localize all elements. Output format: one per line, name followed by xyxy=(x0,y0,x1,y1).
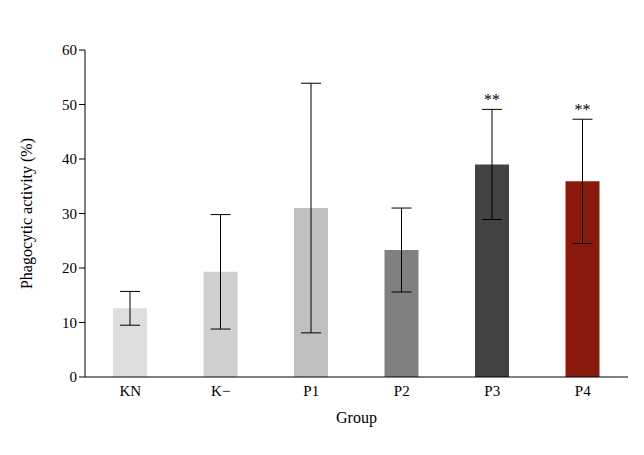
svg-text:60: 60 xyxy=(62,42,77,58)
svg-text:**: ** xyxy=(484,91,500,108)
svg-text:Phagocytic activity (%): Phagocytic activity (%) xyxy=(18,138,36,289)
svg-text:KN: KN xyxy=(119,383,141,399)
svg-text:30: 30 xyxy=(62,206,77,222)
svg-text:P4: P4 xyxy=(575,383,591,399)
svg-text:P3: P3 xyxy=(484,383,500,399)
svg-text:**: ** xyxy=(575,101,591,118)
svg-text:20: 20 xyxy=(62,260,77,276)
svg-text:K−: K− xyxy=(211,383,230,399)
svg-text:50: 50 xyxy=(62,97,77,113)
svg-text:10: 10 xyxy=(62,315,77,331)
svg-text:0: 0 xyxy=(70,369,78,385)
svg-text:40: 40 xyxy=(62,151,77,167)
svg-text:Group: Group xyxy=(336,409,377,427)
svg-text:P1: P1 xyxy=(303,383,319,399)
svg-text:P2: P2 xyxy=(394,383,410,399)
